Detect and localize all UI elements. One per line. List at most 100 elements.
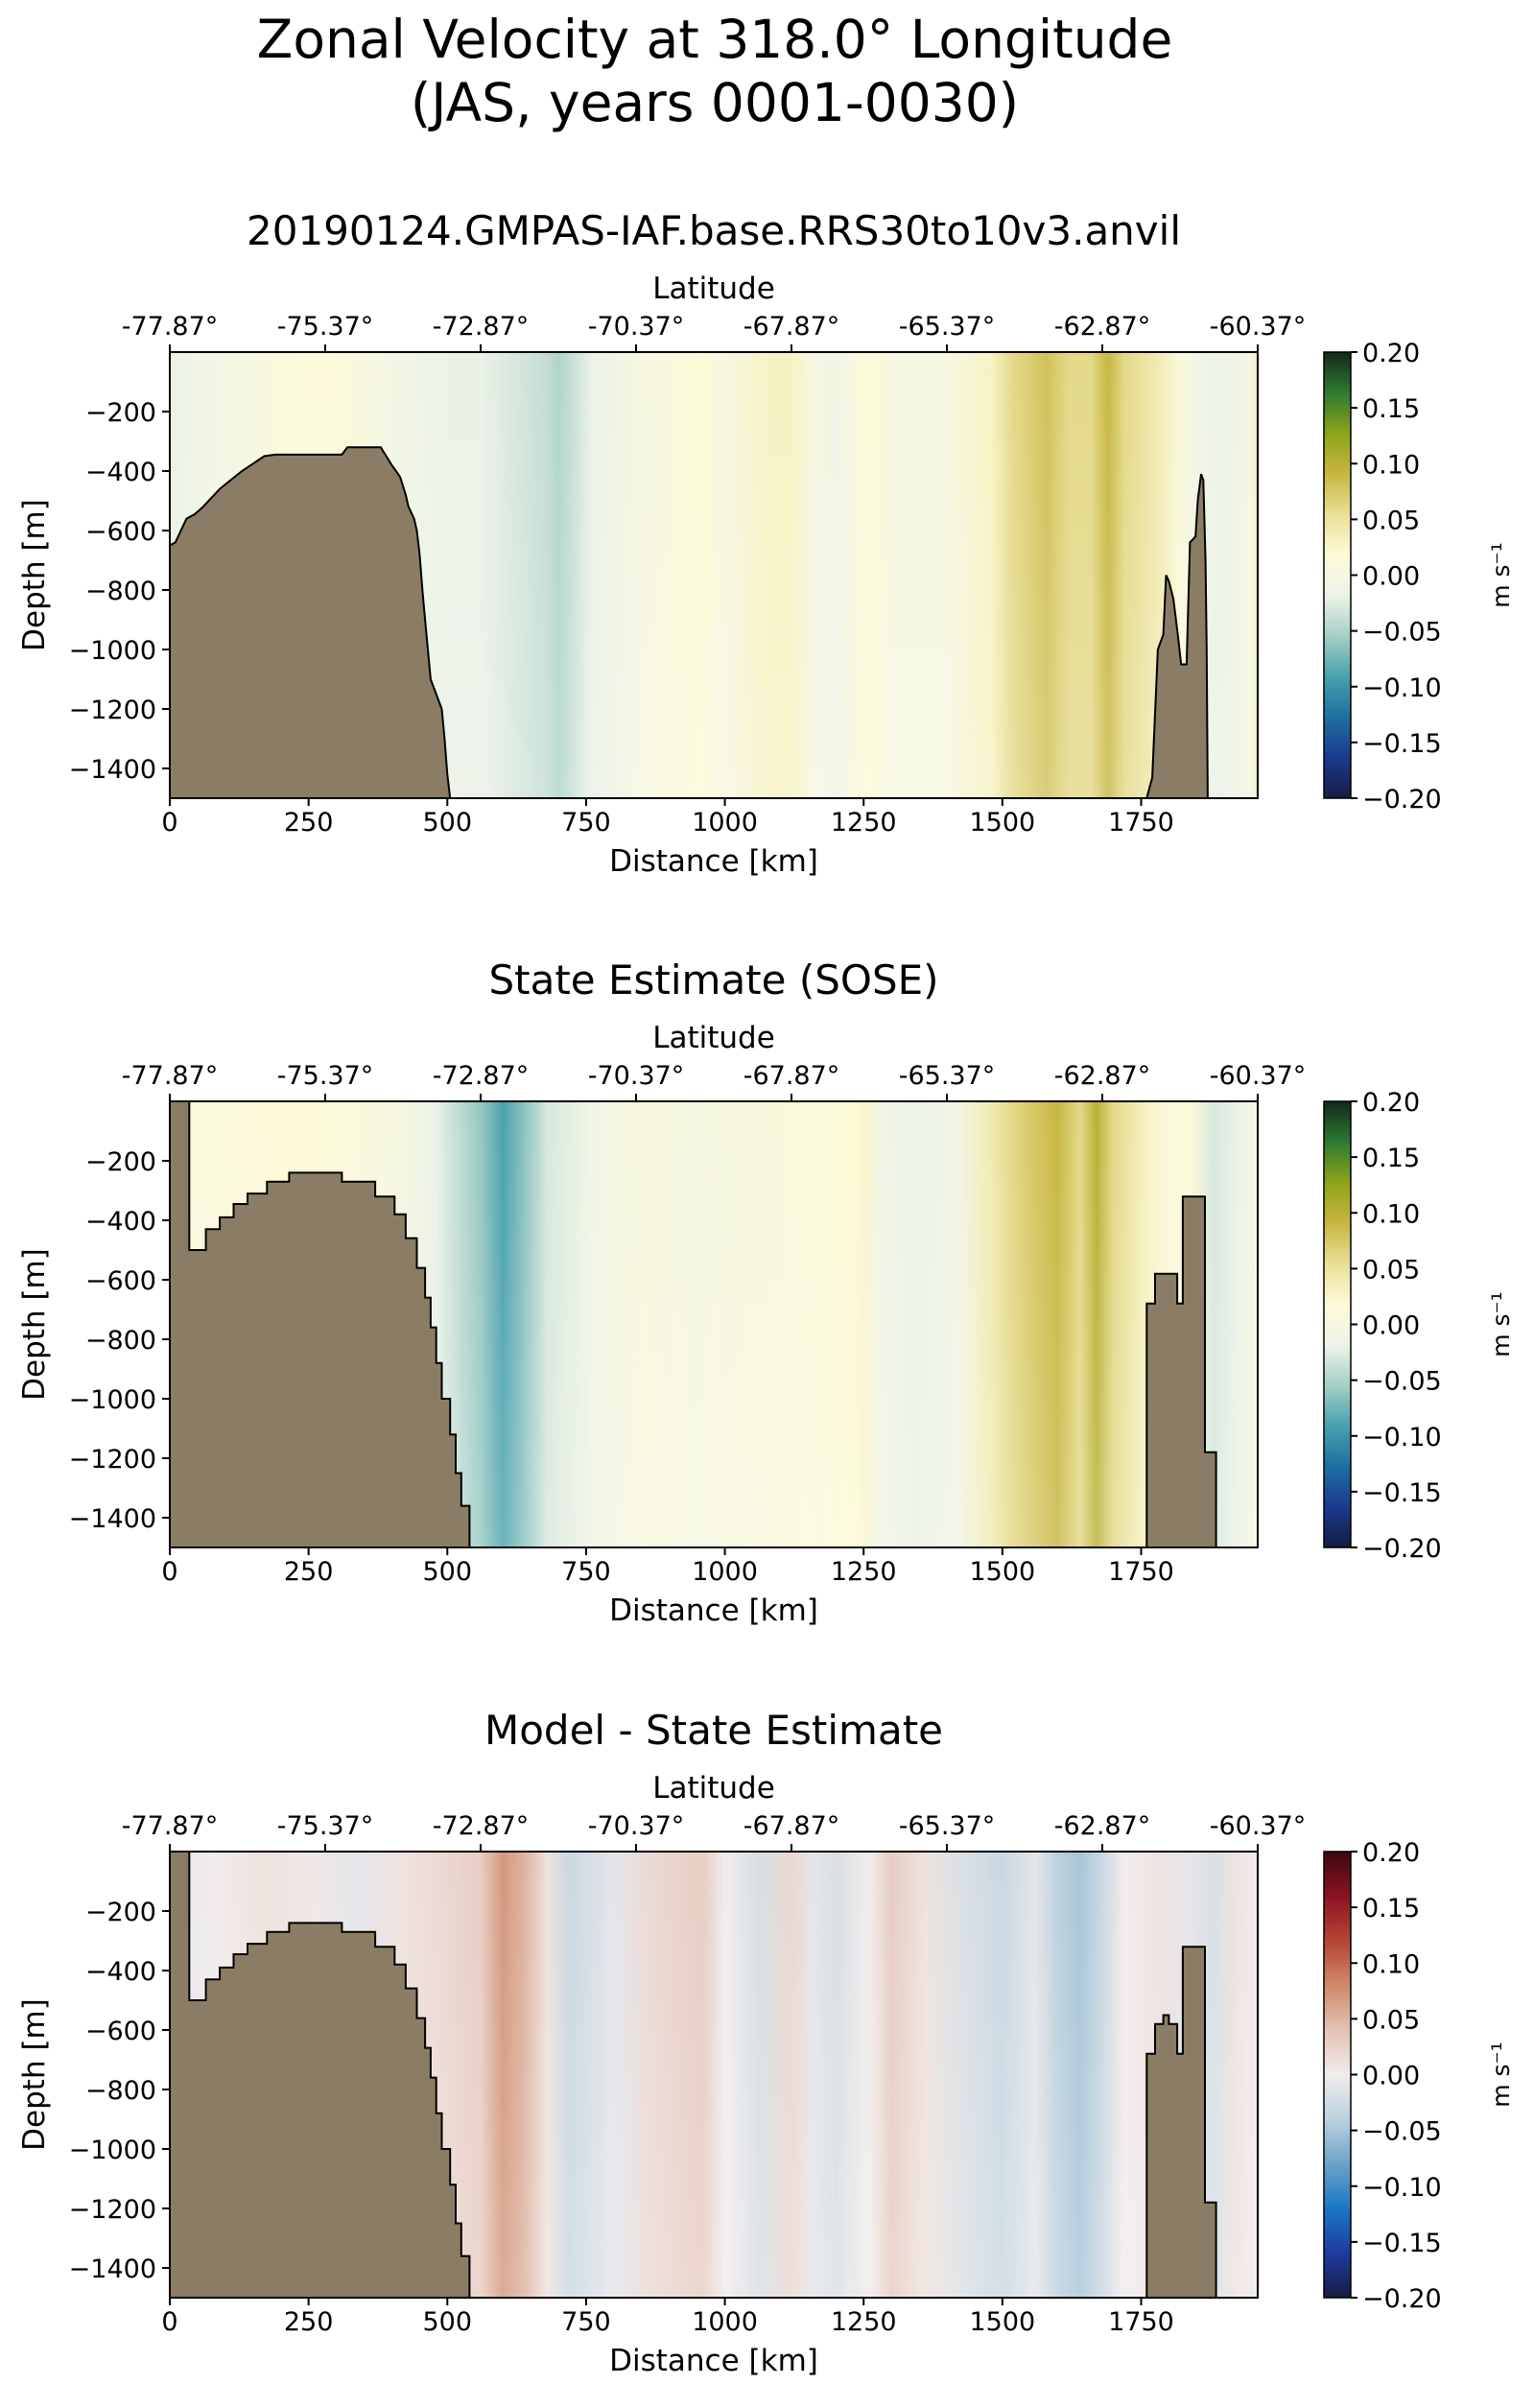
y-tick-label: −1000 — [69, 1385, 156, 1415]
y-axis-label: Depth [m] — [17, 1998, 52, 2151]
x-tick-label: 750 — [561, 808, 611, 838]
colorbar-tick-label: 0.10 — [1362, 1199, 1420, 1229]
y-tick-label: −200 — [85, 1147, 156, 1177]
x-tick-label: 500 — [423, 1557, 473, 1587]
y-tick-label: −1400 — [69, 755, 156, 785]
lat-tick-label: -75.37° — [277, 1061, 374, 1091]
colorbar-tick-label: 0.15 — [1362, 1144, 1420, 1173]
panel-title: Model - State Estimate — [484, 1707, 943, 1754]
y-tick-label: −800 — [85, 2076, 156, 2106]
x-tick-label: 1000 — [692, 808, 758, 838]
lat-tick-label: -65.37° — [899, 1061, 996, 1091]
y-tick-label: −800 — [85, 1326, 156, 1356]
colorbar-tick-label: 0.00 — [1362, 2062, 1420, 2091]
y-tick-label: −400 — [85, 1207, 156, 1237]
lat-tick-label: -62.87° — [1054, 312, 1151, 342]
x-tick-label: 1750 — [1108, 2307, 1174, 2337]
latitude-axis-label: Latitude — [652, 1771, 775, 1806]
colorbar-label: m s⁻¹ — [1487, 1291, 1515, 1357]
lat-tick-label: -77.87° — [122, 1061, 219, 1091]
x-tick-label: 1500 — [969, 2307, 1035, 2337]
land-mask-right — [1145, 1195, 1217, 1548]
x-tick-label: 1250 — [831, 1557, 897, 1587]
colorbar-tick-label: −0.10 — [1362, 2173, 1442, 2203]
plot-frame — [169, 1100, 1259, 1548]
chart-panel-2: 0 250 500 750 1000 1250 1500 1750 Distance [km] -… — [17, 956, 1515, 1628]
colorbar-tick-label: −0.20 — [1362, 2284, 1442, 2314]
lat-tick-label: -70.37° — [588, 1811, 685, 1841]
y-axis-label: Depth [m] — [17, 1248, 52, 1401]
x-axis-label: Distance [km] — [609, 844, 818, 879]
y-tick-label: −1200 — [69, 1445, 156, 1475]
panel-title: State Estimate (SOSE) — [488, 956, 938, 1003]
lat-tick-label: -72.87° — [433, 1061, 530, 1091]
y-tick-label: −600 — [85, 1266, 156, 1296]
colorbar-tick-label: 0.10 — [1362, 1949, 1420, 1979]
lat-tick-label: -72.87° — [433, 312, 530, 342]
x-tick-label: 750 — [561, 2307, 611, 2337]
lat-tick-label: -65.37° — [899, 1811, 996, 1841]
figure-title-line2: (JAS, years 0001-0030) — [410, 72, 1020, 133]
lat-tick-label: -72.87° — [433, 1811, 530, 1841]
colorbar-tick-label: 0.15 — [1362, 394, 1420, 424]
colorbar-tick-label: 0.20 — [1362, 1838, 1420, 1868]
colorbar — [1323, 351, 1352, 799]
colorbar-tick-label: −0.10 — [1362, 673, 1442, 703]
lat-tick-label: -65.37° — [899, 312, 996, 342]
lat-tick-label: -60.37° — [1210, 1811, 1307, 1841]
plot-frame — [169, 1851, 1259, 2299]
colorbar — [1323, 1100, 1352, 1548]
x-tick-label: 500 — [423, 808, 473, 838]
y-tick-label: −600 — [85, 517, 156, 547]
lat-tick-label: -60.37° — [1210, 1061, 1307, 1091]
colorbar — [1323, 1851, 1352, 2299]
figure-title-line1: Zonal Velocity at 318.0° Longitude — [256, 9, 1173, 70]
y-tick-label: −800 — [85, 577, 156, 606]
x-tick-label: 750 — [561, 1557, 611, 1587]
lat-tick-label: -70.37° — [588, 1061, 685, 1091]
land-mask-right — [1145, 473, 1209, 799]
y-tick-label: −1000 — [69, 636, 156, 666]
x-tick-label: 1250 — [831, 2307, 897, 2337]
colorbar-tick-label: 0.10 — [1362, 450, 1420, 480]
colorbar-label: m s⁻¹ — [1487, 2042, 1515, 2108]
colorbar-tick-label: 0.20 — [1362, 339, 1420, 368]
colorbar-tick-label: 0.05 — [1362, 506, 1420, 535]
colorbar-tick-label: 0.20 — [1362, 1088, 1420, 1118]
x-tick-label: 1250 — [831, 808, 897, 838]
land-mask-left — [169, 1851, 471, 2299]
chart-panel-1: 0 250 500 750 1000 1250 1500 1750 Distance [km] -… — [17, 207, 1515, 879]
lat-tick-label: -75.37° — [277, 312, 374, 342]
colorbar-tick-label: 0.15 — [1362, 1894, 1420, 1924]
land-mask-left — [169, 1100, 471, 1548]
x-tick-label: 250 — [284, 2307, 334, 2337]
colorbar-tick-label: −0.10 — [1362, 1423, 1442, 1452]
y-tick-label: −1200 — [69, 696, 156, 725]
latitude-axis-label: Latitude — [652, 1021, 775, 1055]
y-tick-label: −1000 — [69, 2136, 156, 2165]
x-tick-label: 1000 — [692, 2307, 758, 2337]
colorbar-tick-label: −0.15 — [1362, 1478, 1442, 1508]
colorbar-tick-label: −0.05 — [1362, 1367, 1442, 1397]
x-tick-label: 0 — [161, 808, 177, 838]
y-tick-label: −1200 — [69, 2195, 156, 2225]
x-tick-label: 250 — [284, 1557, 334, 1587]
lat-tick-label: -62.87° — [1054, 1811, 1151, 1841]
colorbar-tick-label: −0.20 — [1362, 785, 1442, 814]
lat-tick-label: -77.87° — [122, 1811, 219, 1841]
y-tick-label: −1400 — [69, 2255, 156, 2284]
colorbar-label: m s⁻¹ — [1487, 542, 1515, 608]
colorbar-tick-label: 0.05 — [1362, 2005, 1420, 2035]
chart-panel-3: 0 250 500 750 1000 1250 1500 1750 Distance [km] -… — [17, 1707, 1515, 2378]
colorbar-tick-label: 0.00 — [1362, 1311, 1420, 1341]
panel-title: 20190124.GMPAS-IAF.base.RRS30to10v3.anvi… — [247, 207, 1181, 254]
lat-tick-label: -67.87° — [743, 1061, 840, 1091]
colorbar-tick-label: −0.20 — [1362, 1534, 1442, 1564]
lat-tick-label: -62.87° — [1054, 1061, 1151, 1091]
colorbar-tick-label: −0.15 — [1362, 729, 1442, 759]
latitude-axis-label: Latitude — [652, 271, 775, 306]
lat-tick-label: -70.37° — [588, 312, 685, 342]
x-tick-label: 1750 — [1108, 1557, 1174, 1587]
y-tick-label: −200 — [85, 398, 156, 428]
